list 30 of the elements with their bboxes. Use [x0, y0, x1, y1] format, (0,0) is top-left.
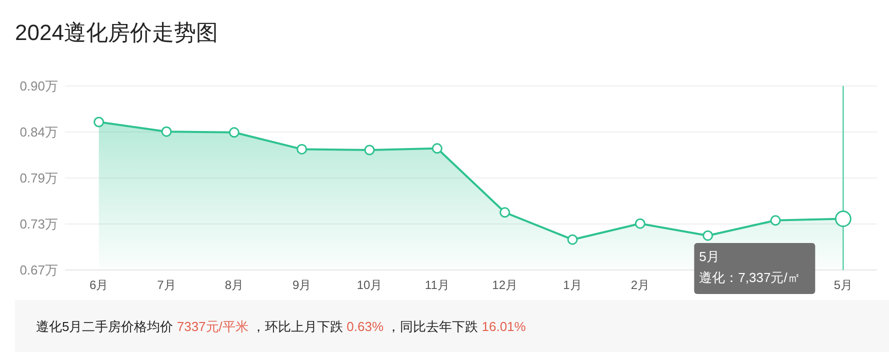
- point: [94, 116, 104, 128]
- text: 遵化5月二手房价格均价 7337元/平米 ，环比上月下跌 0.63% ，同比去年下跌 16.01%: [36, 319, 526, 334]
- y-tick-label: 0.79万: [20, 170, 58, 186]
- x-tick-label: 8月: [224, 278, 244, 292]
- chart-title: 2024遵化房价走势图: [15, 20, 218, 45]
- point: [364, 144, 375, 156]
- x-tick-label: 7月: [157, 278, 176, 292]
- point: [702, 230, 714, 241]
- point: [567, 234, 578, 245]
- y-tick-label: 0.90万: [20, 78, 58, 94]
- x-tick-label: 11月: [424, 278, 450, 292]
- x-tick-label: 6月: [89, 278, 108, 292]
- x-tick-label: 10月: [356, 278, 382, 292]
- point: [228, 127, 240, 138]
- point: [432, 143, 442, 154]
- point: [500, 207, 510, 218]
- annotation: 5月: [699, 249, 720, 264]
- y-tick-label: 0.73万: [20, 216, 58, 232]
- point: [296, 144, 308, 154]
- x-tick-label: 9月: [292, 278, 312, 292]
- y-tick-label: 0.67万: [20, 262, 58, 278]
- y-tick-label: 0.84万: [20, 124, 58, 140]
- annotation: 遵化：7,337元/㎡: [699, 270, 800, 285]
- x-tick-label: 12月: [492, 278, 518, 292]
- x-tick-label: 5月: [834, 278, 853, 292]
- point: [634, 218, 646, 229]
- point: [770, 215, 781, 226]
- point: [161, 126, 172, 137]
- x-tick-label: 2月: [630, 278, 650, 292]
- x-tick-label: 1月: [563, 278, 582, 292]
